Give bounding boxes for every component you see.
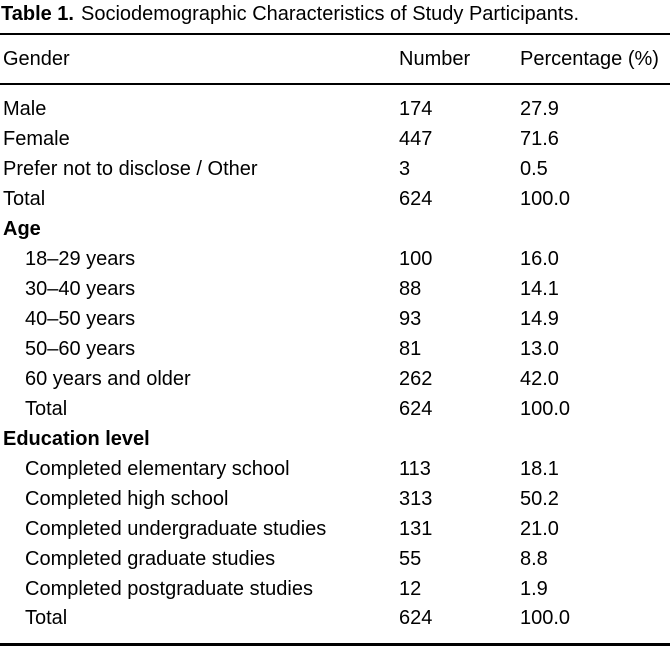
row-percentage: 42.0 bbox=[520, 367, 559, 390]
table-row: 30–40 years 88 14.1 bbox=[0, 274, 670, 304]
table-row: Completed high school 313 50.2 bbox=[0, 484, 670, 514]
row-number: 131 bbox=[399, 517, 433, 540]
table-title-label: Table 1. bbox=[1, 3, 74, 25]
row-label: 60 years and older bbox=[25, 367, 191, 390]
table-row: Completed elementary school 113 18.1 bbox=[0, 454, 670, 484]
row-number: 100 bbox=[399, 247, 433, 270]
table-header-row: Gender Number Percentage (%) bbox=[0, 34, 670, 84]
row-label: 40–50 years bbox=[25, 307, 136, 330]
row-percentage: 8.8 bbox=[520, 547, 548, 570]
row-label: 30–40 years bbox=[25, 277, 136, 300]
table-header: Gender Number Percentage (%) bbox=[0, 34, 670, 84]
table-title: Table 1. Sociodemographic Characteristics… bbox=[0, 0, 670, 33]
row-percentage: 27.9 bbox=[520, 98, 559, 120]
row-number: 174 bbox=[399, 98, 433, 120]
table-row: Total 624 100.0 bbox=[0, 394, 670, 424]
row-percentage: 21.0 bbox=[520, 517, 559, 540]
row-number: 624 bbox=[399, 397, 433, 420]
row-label: Total bbox=[25, 397, 68, 420]
row-number: 624 bbox=[399, 606, 433, 629]
row-percentage: 0.5 bbox=[520, 157, 548, 180]
row-label: Total bbox=[3, 187, 46, 210]
row-percentage: 100.0 bbox=[520, 397, 571, 420]
row-number: 81 bbox=[399, 337, 422, 360]
row-label: Female bbox=[3, 127, 70, 150]
row-label: Age bbox=[3, 217, 41, 240]
sociodemographic-table: Gender Number Percentage (%) Male 174 27… bbox=[0, 33, 670, 646]
table-row: Prefer not to disclose / Other 3 0.5 bbox=[0, 154, 670, 184]
row-percentage: 71.6 bbox=[520, 127, 559, 150]
row-percentage: 14.9 bbox=[520, 307, 559, 330]
row-percentage: 50.2 bbox=[520, 487, 559, 510]
row-label: Completed graduate studies bbox=[25, 547, 276, 570]
row-number: 313 bbox=[399, 487, 433, 510]
column-header-percentage: Percentage (%) bbox=[520, 48, 659, 70]
row-percentage bbox=[520, 214, 670, 244]
row-number: 55 bbox=[399, 547, 422, 570]
table-row: Age bbox=[0, 214, 670, 244]
row-percentage: 13.0 bbox=[520, 337, 559, 360]
row-label: Total bbox=[25, 606, 68, 629]
table-row: Total 624 100.0 bbox=[0, 604, 670, 644]
row-number: 262 bbox=[399, 367, 433, 390]
column-header-gender: Gender bbox=[3, 48, 70, 70]
row-percentage bbox=[520, 424, 670, 454]
row-number: 12 bbox=[399, 577, 422, 600]
row-label: Completed undergraduate studies bbox=[25, 517, 327, 540]
table-row: Education level bbox=[0, 424, 670, 454]
column-header-number: Number bbox=[399, 48, 471, 70]
row-number: 113 bbox=[399, 457, 431, 480]
row-percentage: 1.9 bbox=[520, 577, 548, 600]
row-number bbox=[399, 214, 520, 244]
table-row: Completed undergraduate studies 131 21.0 bbox=[0, 514, 670, 544]
row-number: 88 bbox=[399, 277, 422, 300]
row-label: Completed postgraduate studies bbox=[25, 577, 313, 600]
row-percentage: 14.1 bbox=[520, 277, 559, 300]
table-row: Completed graduate studies 55 8.8 bbox=[0, 544, 670, 574]
row-number: 447 bbox=[399, 127, 433, 150]
row-percentage: 100.0 bbox=[520, 606, 571, 629]
row-number bbox=[399, 424, 520, 454]
table-body: Male 174 27.9 Female 447 71.6 Prefer not… bbox=[0, 84, 670, 644]
table-row: Total 624 100.0 bbox=[0, 184, 670, 214]
table-row: 18–29 years 100 16.0 bbox=[0, 244, 670, 274]
row-percentage: 100.0 bbox=[520, 187, 571, 210]
row-number: 3 bbox=[399, 157, 411, 180]
row-number: 93 bbox=[399, 307, 422, 330]
row-label: 18–29 years bbox=[25, 247, 136, 270]
table-row: 60 years and older 262 42.0 bbox=[0, 364, 670, 394]
table-row: 40–50 years 93 14.9 bbox=[0, 304, 670, 334]
row-label: Prefer not to disclose / Other bbox=[3, 157, 258, 180]
table-row: Completed postgraduate studies 12 1.9 bbox=[0, 574, 670, 604]
table-row: Female 447 71.6 bbox=[0, 124, 670, 154]
table-row: Male 174 27.9 bbox=[0, 84, 670, 124]
row-number: 624 bbox=[399, 187, 433, 210]
row-label: Education level bbox=[3, 427, 150, 450]
row-percentage: 16.0 bbox=[520, 247, 559, 270]
table-title-text: Sociodemographic Characteristics of Stud… bbox=[81, 3, 580, 25]
row-percentage: 18.1 bbox=[520, 457, 559, 480]
row-label: Completed elementary school bbox=[25, 457, 290, 480]
row-label: 50–60 years bbox=[25, 337, 136, 360]
table-row: 50–60 years 81 13.0 bbox=[0, 334, 670, 364]
row-label: Male bbox=[3, 98, 47, 120]
row-label: Completed high school bbox=[25, 487, 229, 510]
